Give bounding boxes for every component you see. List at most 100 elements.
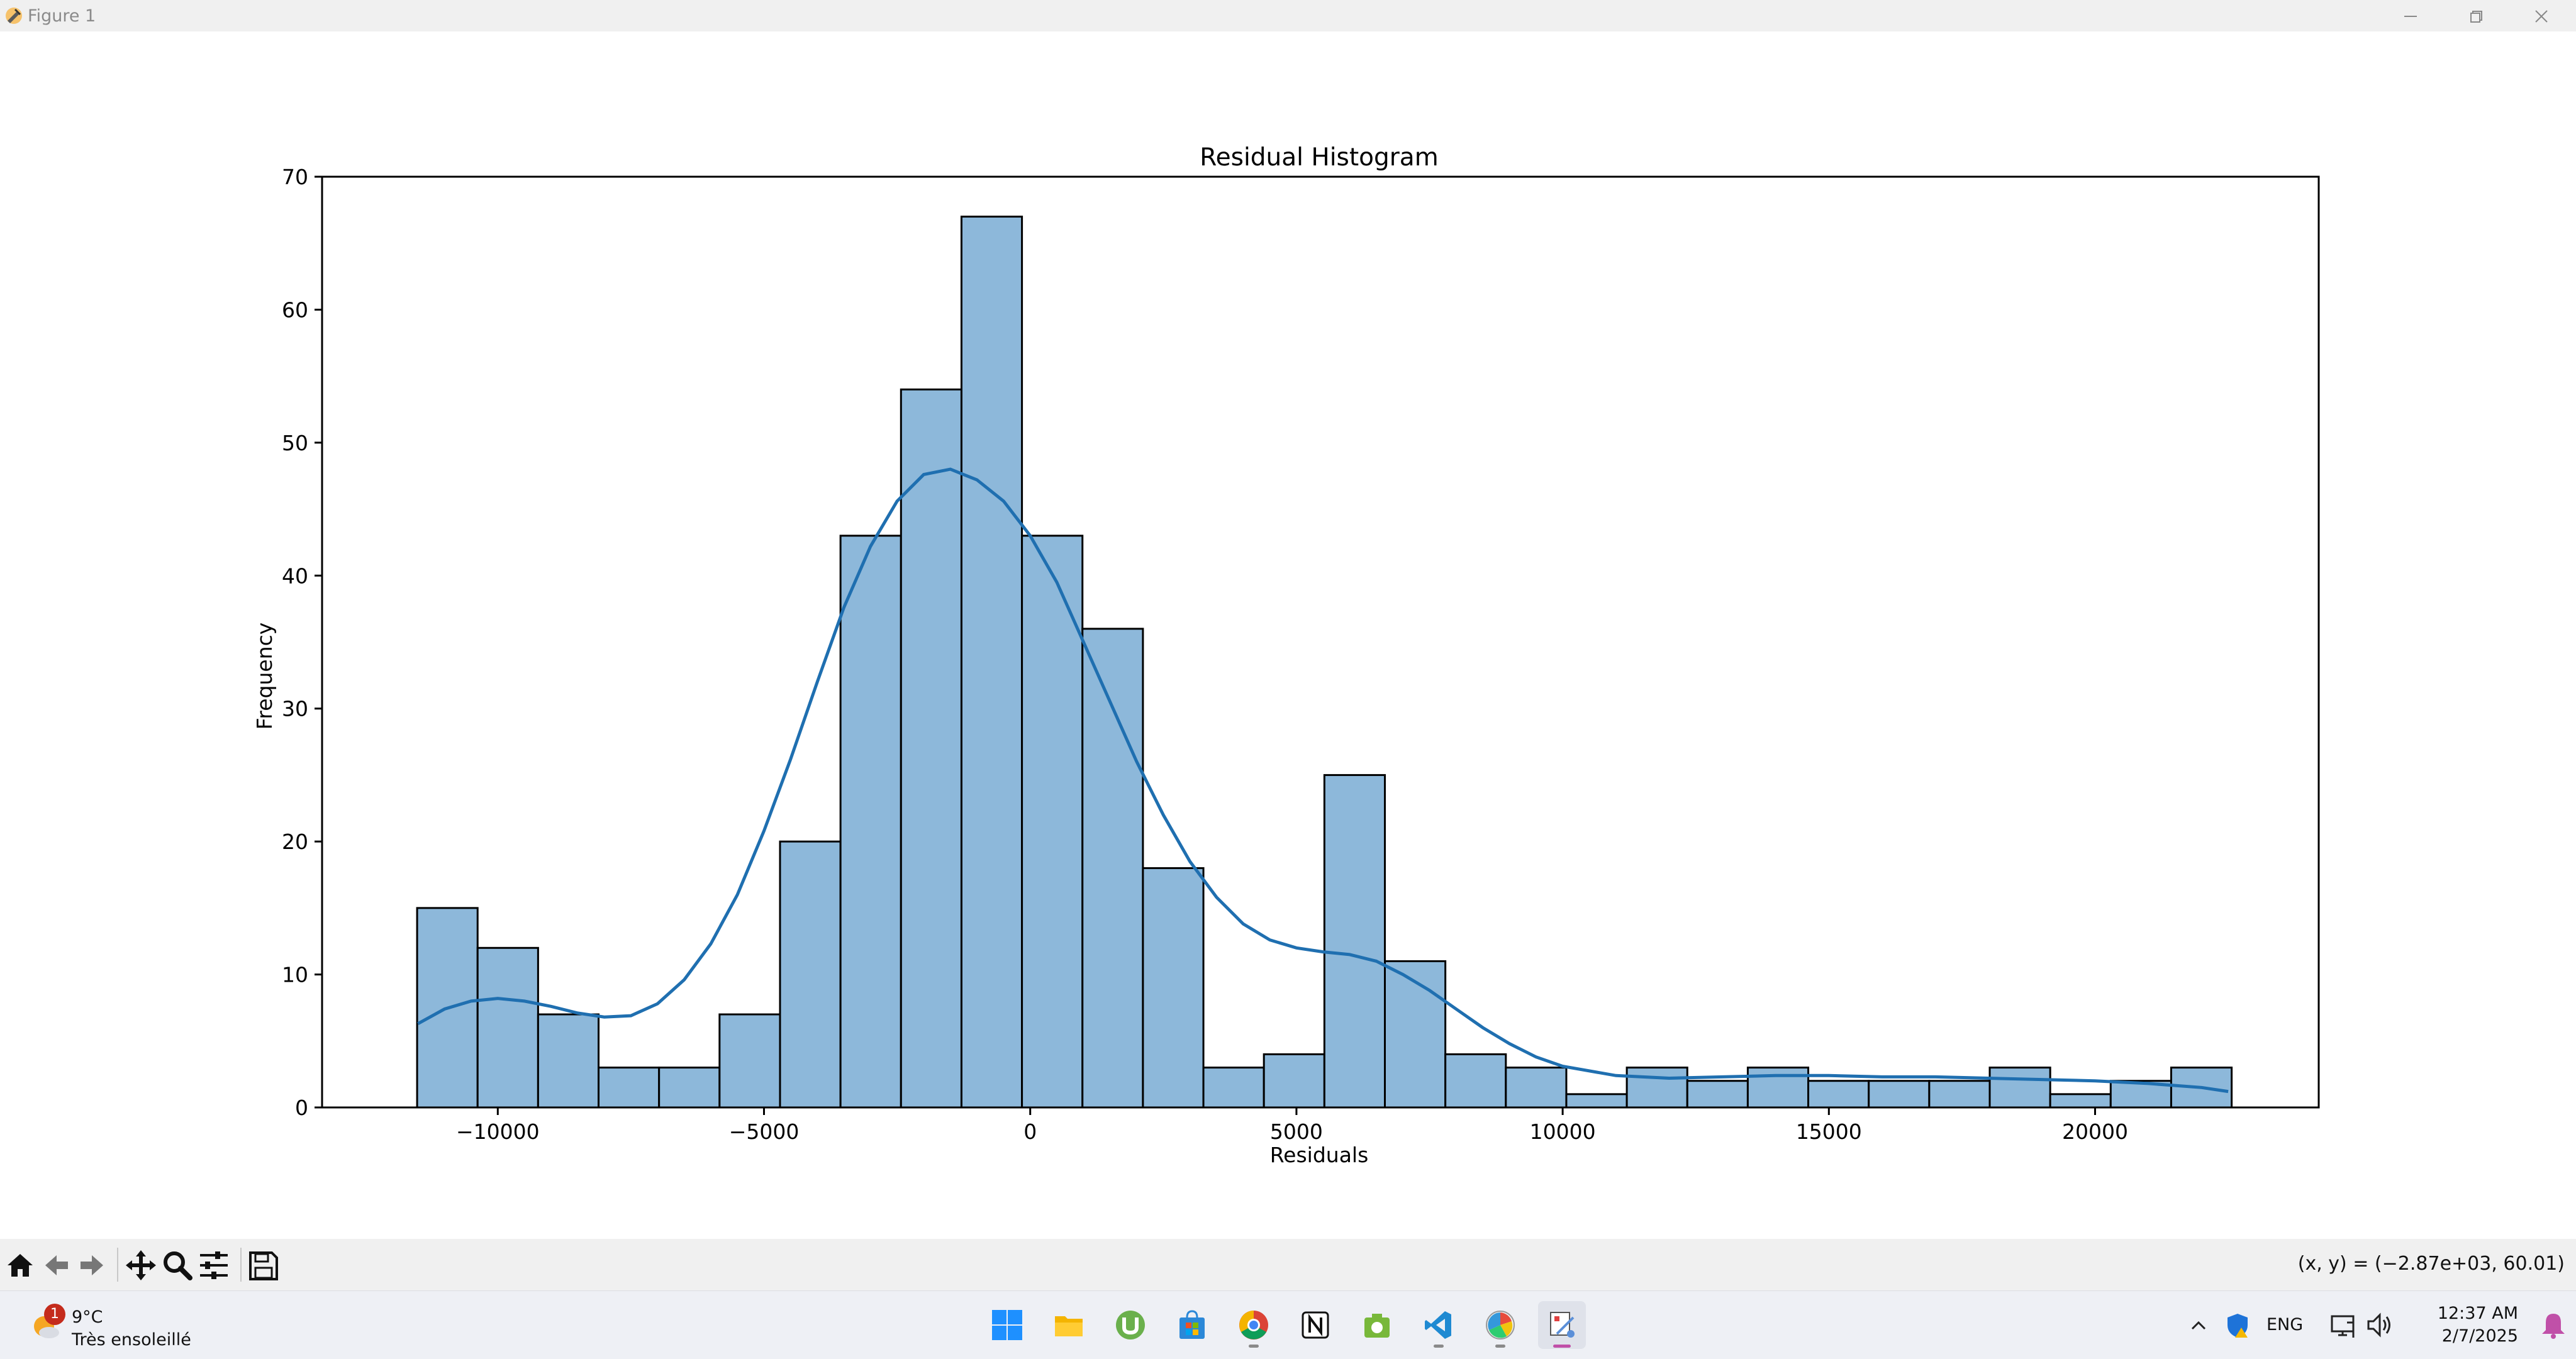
chart-title: Residual Histogram xyxy=(1200,143,1438,172)
histogram-bar xyxy=(1565,1093,1628,1109)
taskbar-chrome[interactable] xyxy=(1230,1301,1278,1349)
x-tick-label: −10000 xyxy=(456,1119,540,1144)
x-tick-label: −5000 xyxy=(729,1119,800,1144)
taskbar-file-explorer[interactable] xyxy=(1045,1301,1093,1349)
clock-time: 12:37 AM xyxy=(2437,1304,2518,1323)
taskbar-photo-app[interactable] xyxy=(1476,1301,1524,1349)
histogram-bar xyxy=(1323,774,1386,1109)
back-button[interactable] xyxy=(39,1248,74,1283)
close-icon xyxy=(2535,10,2548,23)
configure-subplots-icon xyxy=(200,1251,228,1279)
weather-widget[interactable]: 1 9°C Très ensoleillé xyxy=(25,1301,226,1351)
active-indicator xyxy=(1553,1345,1571,1348)
photo-app-icon xyxy=(1486,1311,1515,1340)
zoom-button[interactable] xyxy=(160,1248,195,1283)
y-tick-label: 40 xyxy=(282,563,308,588)
weather-condition: Très ensoleillé xyxy=(72,1330,191,1350)
histogram-bar xyxy=(1505,1067,1568,1109)
volume-icon[interactable] xyxy=(2365,1310,2395,1340)
x-axis-ticks: −10000 −5000 0 5000 10000 15000 20000 xyxy=(456,1107,2128,1144)
taskbar-microsoft-store[interactable] xyxy=(1168,1301,1216,1349)
close-button[interactable] xyxy=(2509,0,2574,31)
histogram-bar xyxy=(1625,1067,1688,1109)
language-indicator[interactable]: ENG xyxy=(2267,1315,2304,1334)
histogram-bar xyxy=(476,946,539,1109)
y-axis-ticks: 0 10 20 30 40 50 60 70 xyxy=(282,165,322,1120)
configure-subplots-button[interactable] xyxy=(196,1248,231,1283)
weather-temperature: 9°C xyxy=(72,1307,103,1327)
histogram-bar xyxy=(1746,1067,1810,1109)
minimize-button[interactable] xyxy=(2378,0,2443,31)
histogram-bars xyxy=(416,215,2233,1109)
histogram-bar xyxy=(1988,1067,2051,1109)
histogram-bar xyxy=(1928,1080,1991,1109)
histogram-chart: −10000 −5000 0 5000 10000 15000 20000 0 10 20 30 4… xyxy=(252,143,2320,1167)
histogram-bar xyxy=(1081,628,1144,1109)
start-icon xyxy=(992,1310,1022,1340)
matplotlib-app-icon xyxy=(6,8,22,24)
system-clock[interactable]: 12:37 AM 2/7/2025 xyxy=(2438,1302,2518,1348)
file-explorer-icon xyxy=(1055,1316,1083,1336)
histogram-bar xyxy=(960,215,1023,1109)
histogram-bar xyxy=(598,1067,661,1109)
running-indicator xyxy=(1495,1345,1505,1348)
histogram-bar xyxy=(2049,1093,2112,1109)
navigation-toolbar: (x, y) = (−2.87e+03, 60.01) xyxy=(0,1239,2576,1290)
running-indicator xyxy=(1434,1345,1444,1348)
notification-badge: 1 xyxy=(44,1304,65,1325)
network-icon[interactable] xyxy=(2328,1310,2358,1340)
zoom-icon xyxy=(164,1251,192,1280)
y-tick-label: 30 xyxy=(282,697,308,721)
home-icon xyxy=(8,1254,33,1277)
histogram-bar xyxy=(2170,1067,2233,1109)
taskbar: 1 9°C Très ensoleillé xyxy=(0,1290,2576,1359)
toolbar-separator xyxy=(240,1248,242,1282)
forward-button[interactable] xyxy=(74,1248,109,1283)
histogram-bar xyxy=(718,1013,781,1109)
histogram-bar xyxy=(1807,1080,1870,1109)
kde-curve xyxy=(417,467,2229,1094)
utorrent-icon xyxy=(1116,1311,1145,1340)
taskbar-camera-app[interactable] xyxy=(1353,1301,1401,1349)
y-tick-label: 50 xyxy=(282,431,308,455)
axes-frame xyxy=(321,175,2320,1109)
security-shield-icon[interactable] xyxy=(2222,1310,2253,1340)
histogram-bar xyxy=(537,1013,600,1109)
window-title-bar[interactable]: Figure 1 xyxy=(0,0,2576,32)
camera-app-icon xyxy=(1364,1314,1390,1338)
figure-canvas[interactable]: −10000 −5000 0 5000 10000 15000 20000 0 10 20 30 4… xyxy=(0,31,2576,1239)
taskbar-notion[interactable] xyxy=(1291,1301,1339,1349)
notion-icon xyxy=(1302,1311,1329,1339)
y-tick-label: 0 xyxy=(295,1096,308,1120)
histogram-bar xyxy=(1444,1053,1507,1109)
histogram-bar xyxy=(839,535,902,1109)
histogram-bar xyxy=(658,1067,721,1109)
vscode-icon xyxy=(1425,1311,1451,1339)
chevron-up-icon[interactable] xyxy=(2186,1310,2211,1340)
x-tick-label: 20000 xyxy=(2062,1119,2128,1144)
save-button[interactable] xyxy=(245,1248,281,1283)
histogram-bar xyxy=(900,388,962,1109)
histogram-bar xyxy=(1686,1080,1749,1109)
histogram-bar xyxy=(779,840,842,1109)
home-button[interactable] xyxy=(3,1248,38,1283)
pan-button[interactable] xyxy=(123,1248,159,1283)
window-title: Figure 1 xyxy=(28,6,96,26)
cursor-coordinates: (x, y) = (−2.87e+03, 60.01) xyxy=(2297,1253,2565,1275)
microsoft-store-icon xyxy=(1179,1310,1205,1339)
clock-date: 2/7/2025 xyxy=(2441,1326,2518,1346)
taskbar-vscode[interactable] xyxy=(1415,1301,1463,1349)
back-arrow-icon xyxy=(45,1255,68,1275)
y-tick-label: 20 xyxy=(282,829,308,854)
restore-button[interactable] xyxy=(2443,0,2509,31)
taskbar-python-figure[interactable] xyxy=(1538,1301,1586,1349)
notification-bell-icon[interactable] xyxy=(2538,1310,2568,1340)
start-button[interactable] xyxy=(983,1301,1031,1349)
x-tick-label: 10000 xyxy=(1530,1119,1596,1144)
forward-arrow-icon xyxy=(81,1255,103,1275)
pan-icon xyxy=(126,1250,156,1280)
histogram-bar xyxy=(1263,1053,1325,1109)
taskbar-utorrent[interactable] xyxy=(1107,1301,1154,1349)
x-tick-label: 0 xyxy=(1023,1119,1037,1144)
python-figure-icon xyxy=(1550,1312,1575,1338)
